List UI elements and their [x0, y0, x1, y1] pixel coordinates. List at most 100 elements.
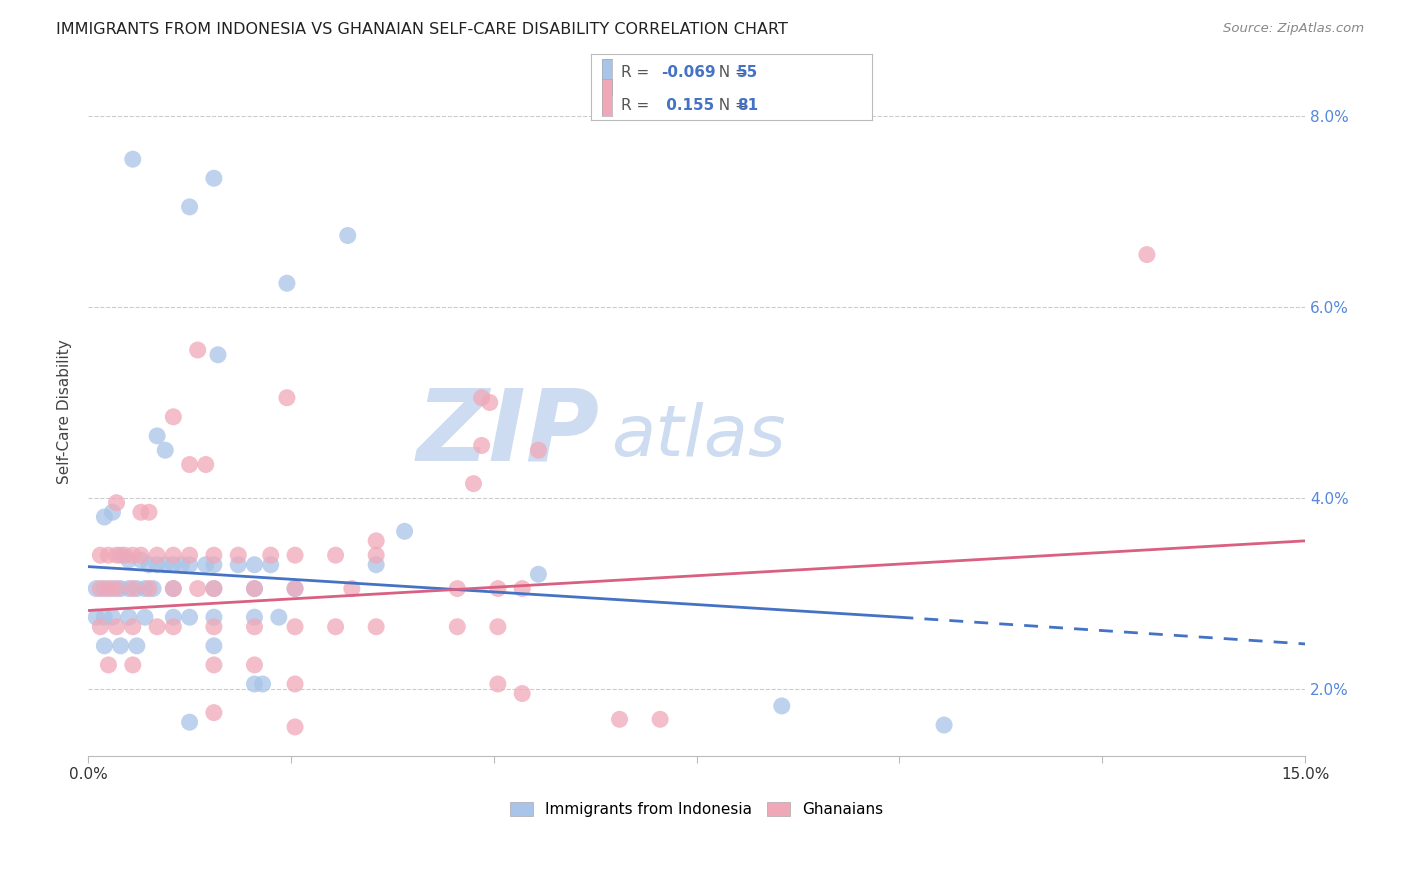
Text: atlas: atlas	[612, 401, 786, 471]
Point	[179, 610, 201, 624]
Point	[138, 558, 160, 572]
Point	[510, 687, 533, 701]
Point	[243, 558, 266, 572]
Point	[84, 582, 107, 596]
Text: -0.069: -0.069	[661, 65, 716, 79]
Point	[284, 720, 307, 734]
Point	[138, 582, 160, 596]
Point	[118, 582, 141, 596]
Text: 81: 81	[737, 98, 758, 113]
Point	[105, 496, 128, 510]
Point	[243, 610, 266, 624]
Text: R =: R =	[621, 65, 655, 79]
Point	[202, 582, 225, 596]
Point	[110, 639, 132, 653]
Point	[134, 610, 156, 624]
Point	[202, 620, 225, 634]
Text: N =: N =	[709, 98, 752, 113]
Point	[162, 620, 184, 634]
Point	[146, 429, 169, 443]
Point	[179, 558, 201, 572]
Text: R =: R =	[621, 98, 655, 113]
Point	[170, 558, 193, 572]
Point	[134, 582, 156, 596]
Point	[179, 548, 201, 562]
Point	[243, 657, 266, 672]
Point	[162, 610, 184, 624]
Point	[194, 558, 217, 572]
Point	[142, 582, 165, 596]
Point	[187, 582, 209, 596]
Point	[179, 715, 201, 730]
Point	[226, 558, 249, 572]
Point	[648, 712, 671, 726]
Point	[394, 524, 416, 539]
Point	[202, 706, 225, 720]
Point	[129, 553, 152, 567]
Point	[105, 582, 128, 596]
Point	[243, 582, 266, 596]
Point	[162, 409, 184, 424]
Point	[267, 610, 290, 624]
Point	[284, 582, 307, 596]
Point	[202, 548, 225, 562]
Point	[486, 620, 509, 634]
Point	[121, 548, 143, 562]
Point	[252, 677, 274, 691]
Point	[471, 391, 494, 405]
Y-axis label: Self-Care Disability: Self-Care Disability	[58, 340, 72, 484]
Point	[366, 620, 388, 634]
Point	[89, 582, 111, 596]
Point	[101, 610, 124, 624]
Point	[446, 620, 468, 634]
Point	[194, 458, 217, 472]
Point	[162, 558, 184, 572]
Point	[243, 620, 266, 634]
Text: N =: N =	[709, 65, 752, 79]
Point	[93, 510, 115, 524]
Point	[202, 657, 225, 672]
Point	[110, 548, 132, 562]
Point	[155, 558, 177, 572]
Point	[284, 620, 307, 634]
Point	[486, 677, 509, 691]
Point	[101, 505, 124, 519]
Point	[121, 620, 143, 634]
Point	[770, 698, 793, 713]
Point	[179, 458, 201, 472]
Point	[284, 582, 307, 596]
Point	[146, 558, 169, 572]
Point	[366, 558, 388, 572]
Point	[486, 582, 509, 596]
Point	[276, 277, 298, 291]
Text: Source: ZipAtlas.com: Source: ZipAtlas.com	[1223, 22, 1364, 36]
Text: 55: 55	[737, 65, 758, 79]
Text: 0.155: 0.155	[661, 98, 714, 113]
Point	[202, 171, 225, 186]
Point	[162, 582, 184, 596]
Point	[243, 677, 266, 691]
Point	[243, 582, 266, 596]
Point	[93, 639, 115, 653]
Point	[97, 657, 120, 672]
Point	[121, 657, 143, 672]
Point	[162, 582, 184, 596]
Point	[276, 391, 298, 405]
Point	[226, 548, 249, 562]
Point	[118, 610, 141, 624]
Point	[187, 343, 209, 357]
Point	[202, 610, 225, 624]
Point	[284, 677, 307, 691]
Point	[1136, 247, 1159, 261]
Point	[129, 505, 152, 519]
Point	[366, 533, 388, 548]
Point	[366, 548, 388, 562]
Point	[340, 582, 363, 596]
Point	[446, 582, 468, 596]
Point	[202, 582, 225, 596]
Point	[129, 548, 152, 562]
Point	[110, 582, 132, 596]
Point	[510, 582, 533, 596]
Point	[105, 620, 128, 634]
Point	[260, 548, 283, 562]
